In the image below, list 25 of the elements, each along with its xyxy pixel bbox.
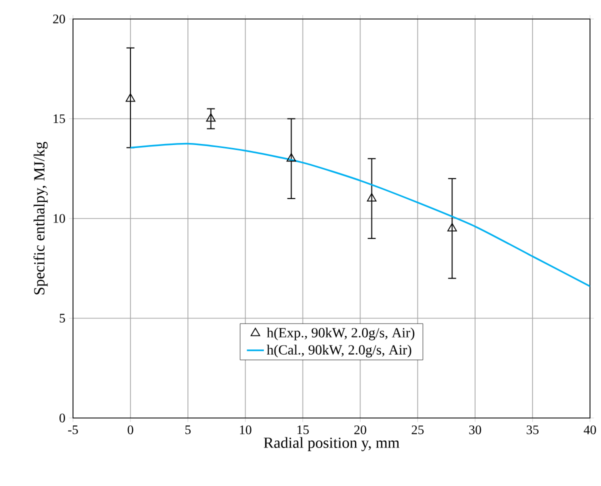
x-tick-label: 0 bbox=[128, 425, 134, 434]
point bbox=[126, 93, 136, 102]
x-tick-label: 35 bbox=[526, 425, 539, 434]
x-tick-label: 5 bbox=[185, 425, 191, 434]
x-tick-label: 40 bbox=[584, 425, 596, 434]
y-tick-label: 10 bbox=[54, 214, 66, 223]
y-tick-label: 15 bbox=[54, 114, 65, 124]
point bbox=[366, 193, 376, 202]
y-axis-title: Specific enthalpy, MJ/kg bbox=[33, 142, 48, 294]
y-tick-label: 0 bbox=[60, 414, 66, 422]
y-tick-label: 20 bbox=[53, 14, 66, 24]
y-tick-label: 5 bbox=[60, 314, 65, 323]
point bbox=[447, 223, 457, 232]
x-tick-label: 10 bbox=[240, 425, 252, 434]
point bbox=[286, 153, 296, 162]
x-tick-label: 20 bbox=[354, 425, 366, 434]
x-tick-label: -5 bbox=[68, 425, 78, 434]
x-axis-title: Radial position y, mm bbox=[264, 437, 400, 452]
point bbox=[206, 113, 216, 122]
x-tick-label: 15 bbox=[297, 425, 309, 434]
legend-label: h(Cal., 90kW, 2.0g/s, Air) bbox=[266, 344, 412, 358]
legend-label: h(Exp., 90kW, 2.0g/s, Air) bbox=[266, 328, 414, 340]
x-tick-label: 25 bbox=[412, 425, 424, 434]
line-series bbox=[130, 142, 590, 288]
x-tick-label: 30 bbox=[469, 425, 482, 434]
